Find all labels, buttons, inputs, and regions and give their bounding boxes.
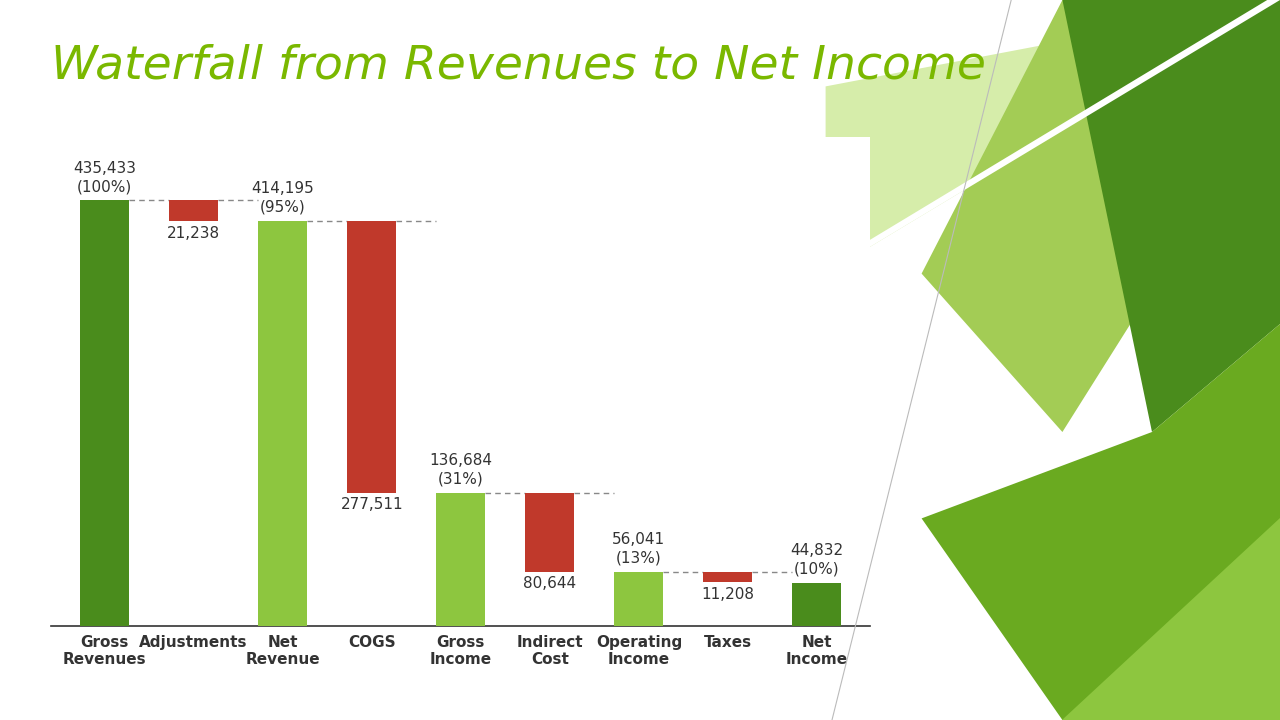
Text: 11,208: 11,208	[701, 588, 754, 603]
Bar	[436, 492, 485, 626]
Bar	[347, 221, 397, 492]
Bar	[169, 200, 218, 221]
Text: 80,644: 80,644	[524, 577, 576, 591]
Text: 414,195
(95%): 414,195 (95%)	[251, 181, 314, 215]
Bar	[792, 582, 841, 626]
Text: 21,238: 21,238	[168, 225, 220, 240]
Bar	[81, 200, 129, 626]
Bar	[259, 221, 307, 626]
Text: 44,832
(10%): 44,832 (10%)	[791, 543, 844, 577]
Text: 277,511: 277,511	[340, 498, 403, 513]
Text: 435,433
(100%): 435,433 (100%)	[73, 161, 136, 194]
Text: Waterfall from Revenues to Net Income: Waterfall from Revenues to Net Income	[51, 43, 986, 89]
Bar	[614, 572, 663, 626]
Text: 136,684
(31%): 136,684 (31%)	[429, 453, 493, 487]
Bar	[525, 492, 575, 572]
Bar	[704, 572, 753, 582]
Text: 56,041
(13%): 56,041 (13%)	[612, 532, 666, 566]
